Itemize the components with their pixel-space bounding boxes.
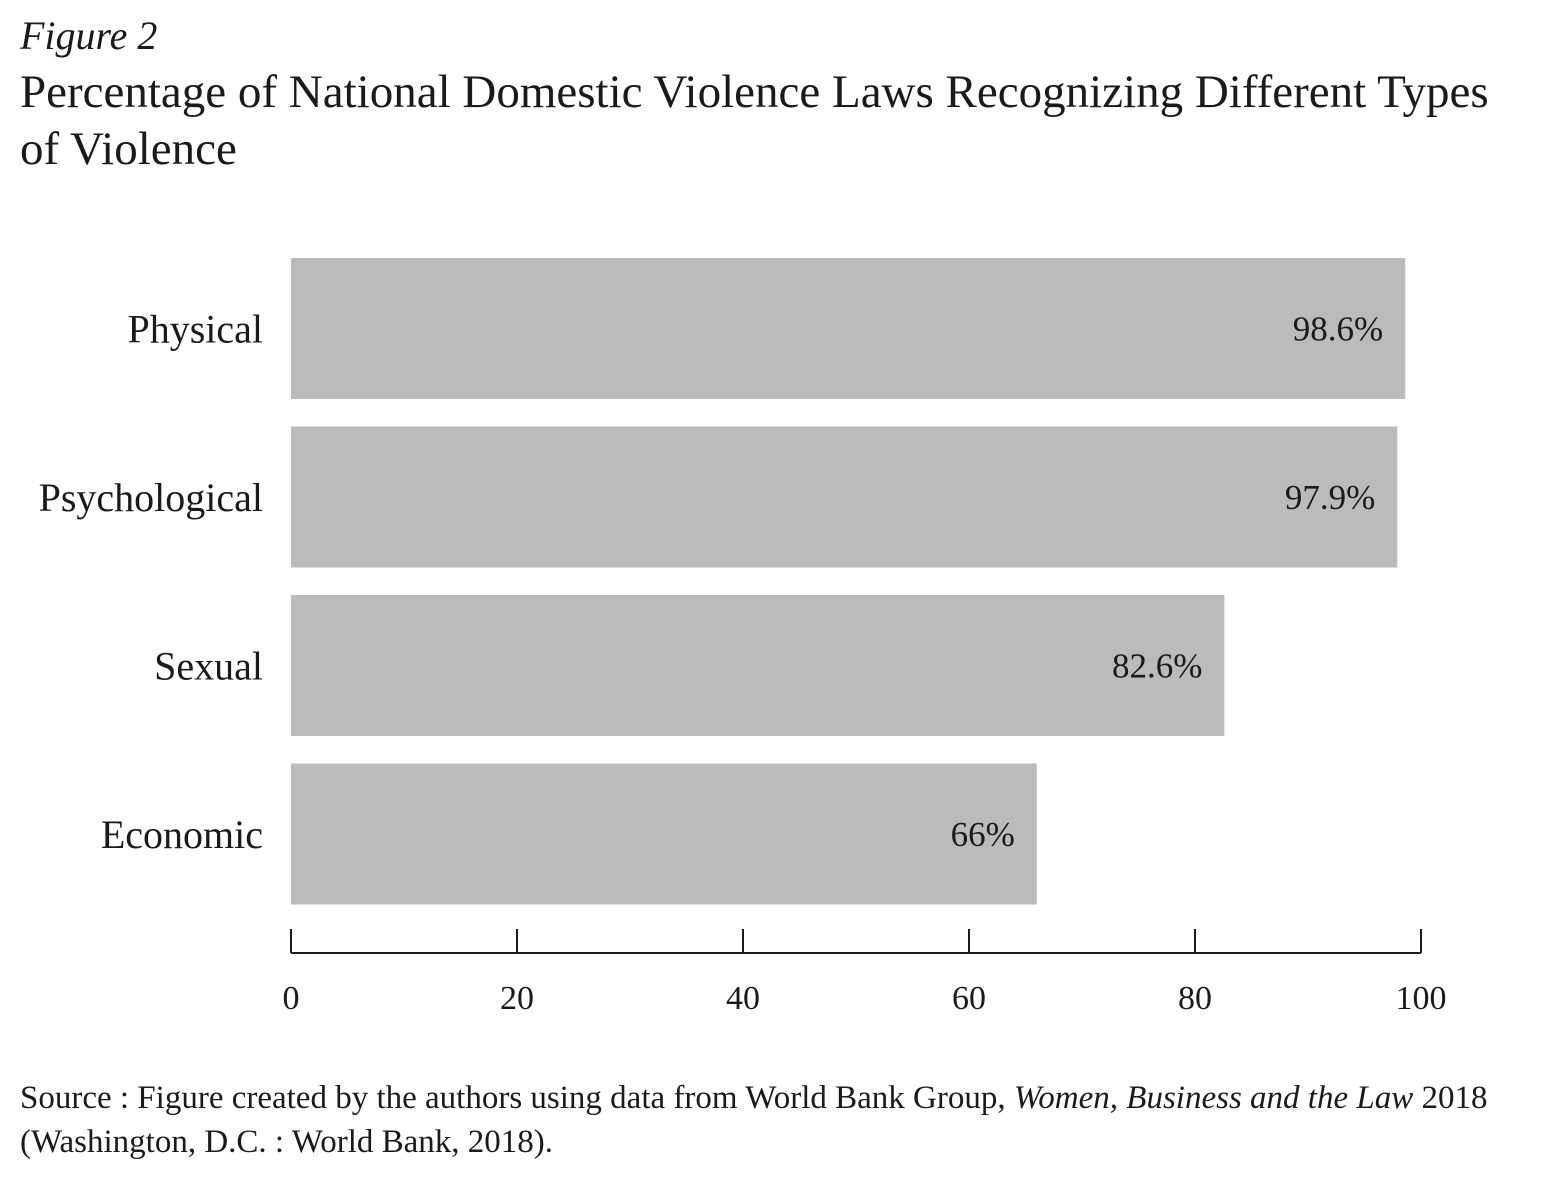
- category-label: Physical: [127, 307, 263, 352]
- bar-sexual: [291, 595, 1225, 736]
- figure-label: Figure 2: [20, 13, 158, 58]
- value-label: 66%: [951, 815, 1015, 854]
- x-tick-label: 100: [1396, 980, 1447, 1017]
- source-title: Women, Business and the Law: [1013, 1080, 1414, 1116]
- value-label: 82.6%: [1112, 647, 1202, 686]
- bars-group: Physical 98.6% Psychological 97.9% Sexual 82.…: [39, 258, 1406, 905]
- category-label: Sexual: [154, 644, 263, 689]
- value-label: 97.9%: [1285, 478, 1375, 517]
- bar-economic: [291, 763, 1037, 905]
- value-label: 98.6%: [1293, 310, 1383, 349]
- x-axis: 0 20 40 60 80 100: [283, 929, 1447, 1017]
- bar-psychological: [291, 426, 1398, 568]
- x-tick-label: 20: [500, 980, 534, 1017]
- x-tick-label: 60: [952, 980, 986, 1017]
- category-label: Economic: [101, 812, 263, 857]
- x-tick-label: 0: [283, 980, 300, 1017]
- source-note: Source : Figure created by the authors u…: [20, 1076, 1540, 1164]
- bar-chart: Physical 98.6% Psychological 97.9% Sexual 82.…: [39, 258, 1447, 1017]
- x-tick-label: 40: [726, 980, 760, 1017]
- chart-title: Percentage of National Domestic Violence…: [20, 66, 1489, 175]
- x-tick-label: 80: [1178, 980, 1212, 1017]
- category-label: Psychological: [39, 475, 263, 520]
- bar-physical: [291, 258, 1406, 399]
- source-suffix: 2018 (Washington, D.C. : World Bank, 201…: [20, 1080, 1488, 1160]
- source-prefix: Source : Figure created by the authors u…: [20, 1080, 1014, 1116]
